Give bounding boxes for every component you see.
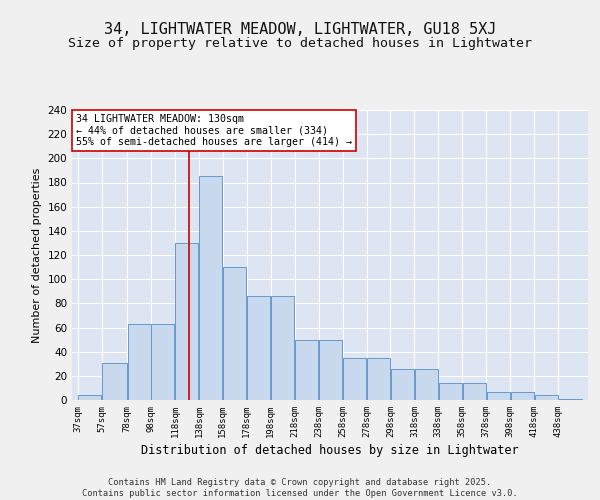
Bar	[295, 340, 318, 400]
Bar	[511, 392, 533, 400]
Bar	[487, 392, 510, 400]
Bar	[103, 362, 127, 400]
Bar	[247, 296, 270, 400]
Bar	[439, 383, 462, 400]
Text: 34 LIGHTWATER MEADOW: 130sqm
← 44% of detached houses are smaller (334)
55% of s: 34 LIGHTWATER MEADOW: 130sqm ← 44% of de…	[76, 114, 352, 147]
Bar	[319, 340, 342, 400]
Bar	[151, 324, 175, 400]
Bar	[128, 324, 151, 400]
Text: Contains HM Land Registry data © Crown copyright and database right 2025.
Contai: Contains HM Land Registry data © Crown c…	[82, 478, 518, 498]
Bar	[463, 383, 486, 400]
Bar	[367, 358, 390, 400]
X-axis label: Distribution of detached houses by size in Lightwater: Distribution of detached houses by size …	[141, 444, 519, 457]
Bar	[79, 395, 101, 400]
Bar	[535, 395, 557, 400]
Text: 34, LIGHTWATER MEADOW, LIGHTWATER, GU18 5XJ: 34, LIGHTWATER MEADOW, LIGHTWATER, GU18 …	[104, 22, 496, 38]
Bar	[343, 358, 366, 400]
Bar	[199, 176, 223, 400]
Bar	[391, 368, 414, 400]
Bar	[559, 399, 581, 400]
Bar	[223, 267, 247, 400]
Bar	[415, 368, 438, 400]
Text: Size of property relative to detached houses in Lightwater: Size of property relative to detached ho…	[68, 38, 532, 51]
Y-axis label: Number of detached properties: Number of detached properties	[32, 168, 42, 342]
Bar	[175, 243, 199, 400]
Bar	[271, 296, 294, 400]
